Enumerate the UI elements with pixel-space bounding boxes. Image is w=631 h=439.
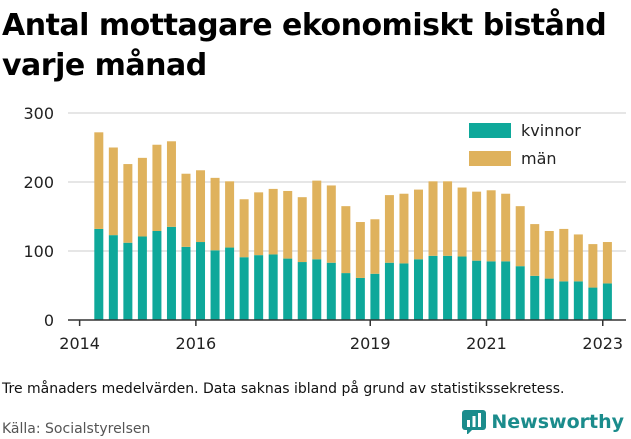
bar-man (428, 181, 438, 256)
bar-man (137, 157, 147, 237)
bar-man (515, 206, 525, 267)
legend-swatch-kvinnor (469, 123, 511, 138)
chart-title: Antal mottagare ekonomiskt bistånd varje… (2, 8, 607, 83)
bar-kvinnor (297, 262, 307, 320)
bar-kvinnor (515, 266, 525, 320)
bar-man (94, 132, 104, 229)
bar-kvinnor (108, 235, 118, 320)
bar-kvinnor (283, 258, 293, 320)
bar-kvinnor (181, 246, 191, 320)
bar-man (384, 195, 394, 263)
bar-kvinnor (501, 261, 511, 320)
bar-kvinnor (544, 278, 554, 320)
bar-man (312, 180, 322, 260)
bar-man (210, 177, 220, 251)
bar-kvinnor (312, 259, 322, 320)
bar-man (152, 144, 162, 231)
bar-kvinnor (137, 236, 147, 320)
bar-kvinnor (326, 262, 336, 320)
stacked-bar-chart: 0 100 200 300 2014 2016 2019 2021 2023 kvinnor … (23, 104, 626, 353)
bar-kvinnor (399, 263, 409, 320)
bar-man (239, 199, 249, 258)
bar-kvinnor (341, 273, 351, 320)
bar-man (370, 219, 380, 274)
bar-man (225, 181, 235, 248)
legend[interactable]: kvinnor män (469, 121, 581, 168)
bar-man (501, 193, 511, 262)
chart-note: Tre månaders medelvärden. Data saknas ib… (2, 381, 565, 397)
bar-kvinnor (486, 261, 496, 320)
bar-man (341, 206, 351, 274)
bar-man (326, 185, 336, 263)
bar-man (443, 181, 453, 256)
bar-kvinnor (254, 255, 264, 320)
x-tick-label: 2021 (466, 334, 507, 353)
bar-man (166, 141, 176, 227)
bar-man (544, 230, 554, 279)
bar-kvinnor (225, 247, 235, 320)
bar-kvinnor (196, 242, 206, 320)
bar-man (108, 147, 118, 236)
bar-kvinnor (428, 255, 438, 320)
y-tick-label: 300 (23, 104, 54, 123)
bar-man (602, 242, 612, 284)
x-axis: 2014 2016 2019 2021 2023 (59, 319, 626, 353)
bar-kvinnor (152, 230, 162, 320)
bar-man (399, 193, 409, 264)
bar-man (413, 189, 423, 260)
x-tick-label: 2014 (59, 334, 100, 353)
bar-kvinnor (166, 226, 176, 320)
bar-man (268, 188, 278, 255)
x-tick-label: 2023 (582, 334, 623, 353)
bar-kvinnor (602, 283, 612, 320)
y-tick-label: 100 (23, 242, 54, 261)
bar-kvinnor (384, 262, 394, 320)
x-tick-label: 2016 (176, 334, 217, 353)
legend-swatch-man (469, 151, 511, 166)
bar-man (588, 244, 598, 288)
legend-label-kvinnor: kvinnor (521, 121, 581, 140)
bar-man (355, 222, 365, 278)
bar-kvinnor (210, 250, 220, 320)
bar-kvinnor (413, 259, 423, 320)
bar-man (297, 197, 307, 263)
bar-kvinnor (530, 275, 540, 320)
brand-name: Newsworthy (491, 411, 624, 433)
bar-man (283, 190, 293, 259)
bar-kvinnor (457, 256, 467, 320)
bar-man (472, 191, 482, 261)
y-tick-label: 0 (44, 311, 54, 330)
bar-man (559, 228, 569, 282)
bar-man (573, 234, 583, 282)
bar-kvinnor (268, 254, 278, 320)
bar-man (196, 170, 206, 243)
legend-label-man: män (521, 149, 557, 168)
bar-kvinnor (123, 242, 133, 320)
y-tick-label: 200 (23, 173, 54, 192)
y-tick-labels: 0 100 200 300 (23, 104, 54, 330)
newsworthy-logo-icon (462, 410, 487, 434)
bar-kvinnor (443, 255, 453, 320)
bar-kvinnor (94, 228, 104, 320)
bar-kvinnor (239, 257, 249, 320)
bars (94, 132, 612, 320)
bar-man (123, 164, 133, 243)
bar-kvinnor (573, 281, 583, 320)
source-label: Källa: Socialstyrelsen (2, 421, 151, 437)
bar-man (457, 187, 467, 257)
bar-kvinnor (559, 281, 569, 320)
bar-kvinnor (588, 287, 598, 320)
bar-kvinnor (472, 260, 482, 320)
bar-man (530, 224, 540, 276)
bar-man (486, 190, 496, 262)
x-tick-label: 2019 (350, 334, 391, 353)
newsworthy-brand[interactable]: Newsworthy (462, 410, 624, 434)
bar-kvinnor (355, 277, 365, 320)
bar-kvinnor (370, 273, 380, 320)
bar-man (254, 192, 264, 256)
bar-man (181, 173, 191, 247)
